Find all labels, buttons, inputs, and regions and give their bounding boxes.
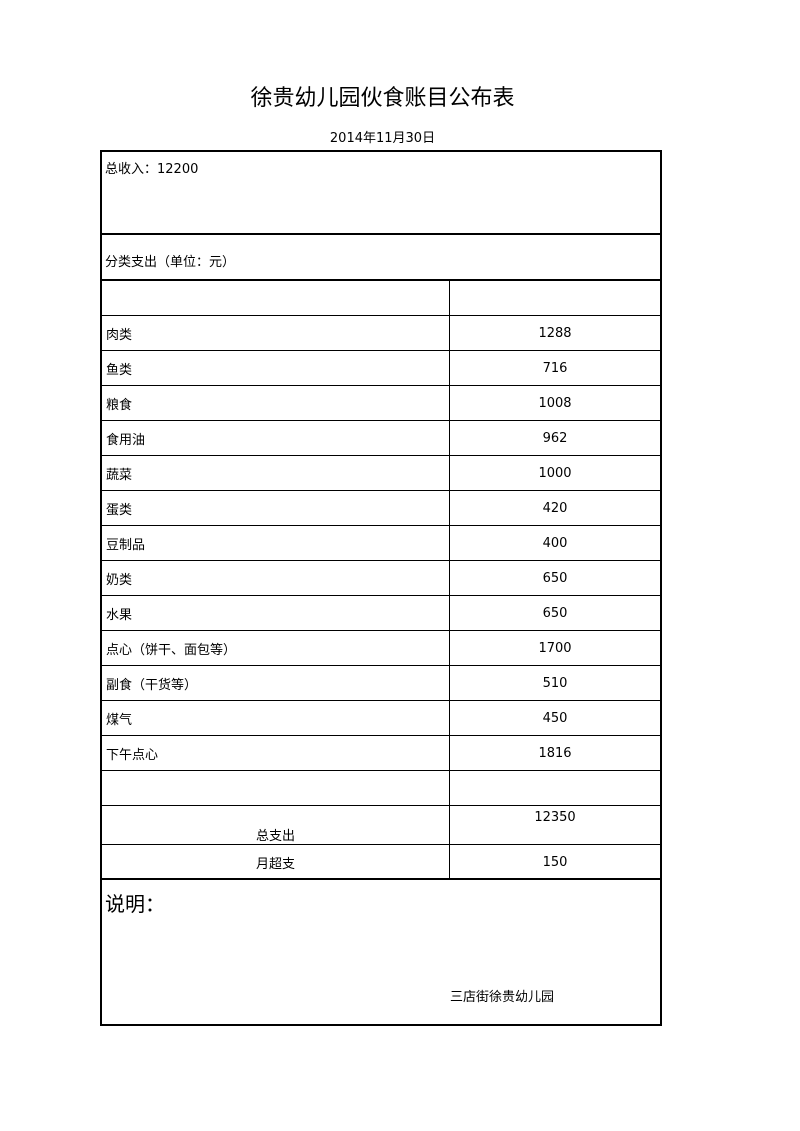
item-cell: 煤气 (100, 700, 450, 736)
item-cell: 点心（饼干、面包等） (100, 630, 450, 666)
table-row: 点心（饼干、面包等） 1700 (100, 630, 662, 666)
table-row: 奶类 650 (100, 560, 662, 596)
amount-cell: 1288 (449, 315, 662, 351)
item-cell: 蛋类 (100, 490, 450, 526)
amount-cell: 400 (449, 525, 662, 561)
table-row: 豆制品 400 (100, 525, 662, 561)
amount-cell: 450 (449, 700, 662, 736)
item-cell (100, 770, 450, 806)
notes-section: 说明： 三店街徐贵幼儿园 (100, 878, 662, 1026)
income-section: 总收入：12200 (100, 150, 662, 234)
item-cell: 鱼类 (100, 350, 450, 386)
table-row: 鱼类 716 (100, 350, 662, 386)
table-row: 煤气 450 (100, 700, 662, 736)
amount-cell: 510 (449, 665, 662, 701)
item-cell: 蔬菜 (100, 455, 450, 491)
amount-cell: 650 (449, 595, 662, 631)
item-cell: 下午点心 (100, 735, 450, 771)
item-cell: 肉类 (100, 315, 450, 351)
table-row: 食用油 962 (100, 420, 662, 456)
signature: 三店街徐贵幼儿园 (450, 990, 555, 1005)
item-cell: 食用油 (100, 420, 450, 456)
item-cell: 粮食 (100, 385, 450, 421)
income-text: 总收入：12200 (105, 162, 199, 177)
item-cell: 豆制品 (100, 525, 450, 561)
expense-table: 肉类 1288 鱼类 716 粮食 1008 食用油 962 蔬菜 1000 蛋类 420 豆制品 400… (100, 279, 662, 880)
table-row: 肉类 1288 (100, 315, 662, 351)
amount-cell: 12350 (449, 805, 662, 845)
amount-cell: 150 (449, 844, 662, 880)
amount-cell: 650 (449, 560, 662, 596)
amount-cell: 420 (449, 490, 662, 526)
table-row: 下午点心 1816 (100, 735, 662, 771)
notes-label: 说明： (105, 892, 165, 916)
table-row: 副食（干货等） 510 (100, 665, 662, 701)
table-row-blank (100, 770, 662, 806)
table-row: 粮食 1008 (100, 385, 662, 421)
page-title: 徐贵幼儿园伙食账目公布表 (250, 86, 515, 111)
item-cell: 水果 (100, 595, 450, 631)
date: 2014年11月30日 (329, 131, 436, 146)
item-cell: 副食（干货等） (100, 665, 450, 701)
amount-cell: 1816 (449, 735, 662, 771)
total-row: 总支出 12350 (100, 805, 662, 845)
amount-cell (449, 770, 662, 806)
table-row: 蛋类 420 (100, 490, 662, 526)
category-header-section: 分类支出（单位：元） (100, 233, 662, 281)
table-row: 蔬菜 1000 (100, 455, 662, 491)
category-header: 分类支出（单位：元） (105, 255, 236, 270)
table-row: 水果 650 (100, 595, 662, 631)
amount-cell: 1700 (449, 630, 662, 666)
overrun-row: 月超支 150 (100, 844, 662, 880)
item-cell: 月超支 (100, 844, 450, 880)
table-row-blank (100, 279, 662, 316)
item-cell: 总支出 (100, 805, 450, 845)
amount-cell: 1008 (449, 385, 662, 421)
amount-cell: 716 (449, 350, 662, 386)
amount-cell: 962 (449, 420, 662, 456)
amount-cell: 1000 (449, 455, 662, 491)
item-cell: 奶类 (100, 560, 450, 596)
